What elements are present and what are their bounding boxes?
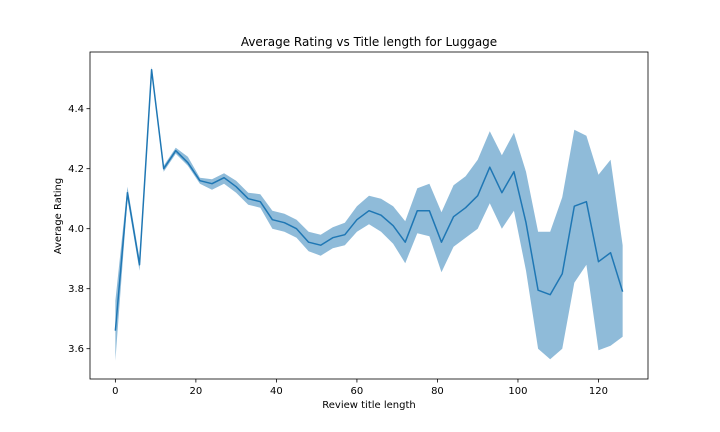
y-tick-label: 3.8	[68, 284, 84, 295]
plot-frame	[89, 51, 649, 380]
x-tick-label: 120	[589, 386, 608, 397]
x-axis-label: Review title length	[322, 400, 415, 411]
x-tick-label: 100	[508, 386, 527, 397]
x-tick-label: 80	[431, 386, 444, 397]
x-tick-label: 20	[190, 386, 203, 397]
y-axis: 3.6 3.8 4.0 4.2 4.4	[68, 104, 90, 355]
y-tick-label: 3.6	[68, 344, 84, 355]
series-line-0	[114, 68, 624, 331]
plot-layer	[114, 66, 624, 361]
x-tick-label: 0	[112, 386, 118, 397]
x-tick-label: 60	[351, 386, 364, 397]
y-tick-label: 4.2	[68, 164, 84, 175]
chart-title: Average Rating vs Title length for Lugga…	[241, 35, 497, 49]
x-axis: 0 20 40 60 80 100 120	[112, 379, 608, 397]
x-tick-label: 40	[270, 386, 283, 397]
y-axis-label: Average Rating	[53, 178, 64, 254]
confidence-band-0	[115, 66, 623, 361]
y-tick-label: 4.0	[68, 224, 84, 235]
y-tick-label: 4.4	[68, 104, 84, 115]
